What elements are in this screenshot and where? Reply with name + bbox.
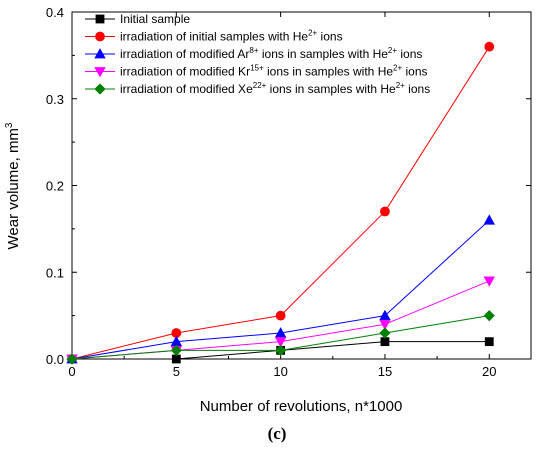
legend-label-superscript: 2+	[308, 29, 317, 38]
data-point-marker	[484, 41, 495, 52]
legend-label-part: irradiation of modified Xe	[120, 82, 253, 96]
legend-label-part: irradiation of initial samples with He	[120, 30, 308, 44]
x-tick-label: 10	[273, 364, 287, 379]
x-tick-label: 20	[482, 364, 496, 379]
legend: Initial sample irradiation of initial sam…	[85, 12, 430, 96]
legend-label-part: ions	[402, 65, 427, 79]
legend-label-part: ions in samples with He	[264, 65, 394, 79]
legend-label-part: ions	[397, 47, 422, 61]
legend-label-part: ions in samples with He	[259, 47, 389, 61]
data-point-marker	[275, 344, 287, 356]
legend-label-part: irradiation of modified Ar	[120, 47, 249, 61]
legend-label-superscript: 2+	[396, 81, 405, 90]
axis-ticks: 0 5 10 15 20 0.0 0.1 0.2 0.3 0.4	[46, 5, 531, 379]
x-tick-label: 0	[68, 364, 75, 379]
y-axis-label: Wear volume, mm3	[4, 122, 22, 249]
y-tick-label: 0.0	[46, 352, 64, 367]
data-point-marker	[379, 319, 391, 331]
legend-label: irradiation of initial samples with He2+…	[120, 29, 343, 44]
legend-item: irradiation of modified Ar8+ ions in sam…	[85, 46, 422, 61]
legend-label-superscript: 2+	[393, 64, 402, 73]
data-point-marker	[380, 337, 390, 347]
legend-item: irradiation of initial samples with He2+…	[85, 29, 343, 44]
data-point-marker	[379, 327, 391, 339]
data-point-marker	[483, 214, 495, 225]
legend-item: Initial sample	[85, 12, 190, 26]
legend-item: irradiation of modified Xe22+ ions in sa…	[85, 81, 430, 96]
y-tick-label: 0.1	[46, 265, 64, 280]
x-tick-label: 5	[173, 364, 180, 379]
y-tick-label: 0.2	[46, 179, 64, 194]
legend-label-part: irradiation of modified Kr	[120, 65, 250, 79]
data-point-marker	[171, 354, 181, 364]
legend-label-part: ions	[317, 30, 342, 44]
legend-label: Initial sample	[120, 12, 190, 26]
data-point-marker	[379, 309, 391, 321]
legend-label: irradiation of modified Xe22+ ions in sa…	[120, 81, 430, 96]
data-point-marker	[66, 353, 78, 365]
panel-label: (c)	[268, 424, 287, 443]
data-point-marker	[274, 337, 287, 348]
data-point-marker	[95, 31, 105, 42]
y-tick-label: 0.3	[46, 92, 64, 107]
data-point-marker	[274, 327, 287, 338]
legend-label: irradiation of modified Ar8+ ions in sam…	[120, 46, 422, 61]
x-tick-label: 15	[378, 364, 392, 379]
data-point-marker	[380, 206, 390, 217]
data-point-marker	[94, 83, 106, 95]
legend-label-part: ions	[405, 82, 430, 96]
legend-label: irradiation of modified Kr15+ ions in sa…	[120, 64, 428, 79]
legend-label-superscript: 8+	[249, 46, 258, 55]
legend-label-superscript: 15+	[250, 64, 264, 73]
legend-label-part: Initial sample	[120, 12, 190, 26]
data-point-marker	[484, 337, 494, 347]
data-point-marker	[94, 48, 106, 59]
data-point-marker	[275, 310, 286, 321]
data-point-marker	[94, 67, 106, 78]
y-axis-label-text: Wear volume, mm	[5, 128, 22, 249]
data-point-marker	[95, 14, 105, 24]
legend-label-superscript: 22+	[253, 81, 267, 90]
data-point-marker	[483, 276, 495, 287]
legend-label-superscript: 2+	[388, 46, 397, 55]
data-point-marker	[170, 344, 182, 356]
legend-label-part: ions in samples with He	[266, 82, 396, 96]
series-4	[66, 310, 495, 365]
data-point-marker	[483, 310, 495, 322]
x-axis-label: Number of revolutions, n*1000	[200, 398, 403, 415]
y-axis-label-superscript: 3	[4, 122, 15, 128]
legend-item: irradiation of modified Kr15+ ions in sa…	[85, 64, 428, 79]
series-layer	[66, 41, 495, 365]
y-tick-label: 0.4	[46, 5, 64, 20]
